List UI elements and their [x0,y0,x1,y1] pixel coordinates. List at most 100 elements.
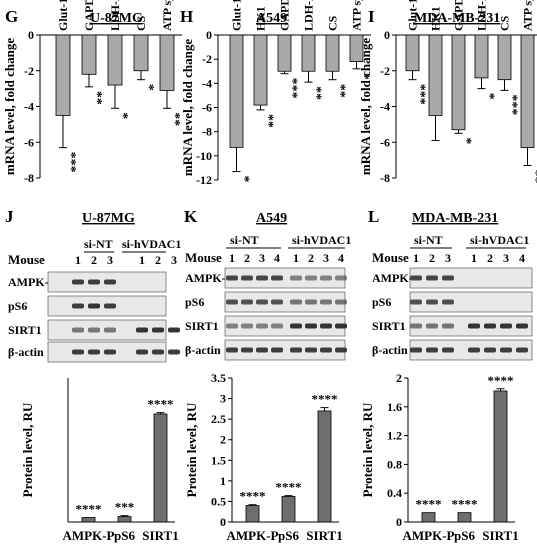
chart-G-y-tick-label: -2 [24,64,34,78]
chart-J-bar [117,516,132,523]
blot-J-lane-number: 1 [75,253,81,267]
chart-I-bar [474,34,489,79]
chart-H-category-label: GAPDH [278,0,292,31]
chart-K-y-tick-label: 0.5 [211,494,226,508]
blot-J-lane-number: 3 [171,253,177,267]
chart-I-significance: * [482,93,497,100]
chart-G-significance: * [141,84,156,91]
blot-L-band [484,347,496,353]
chart-I-y-tick-label: -2 [380,64,390,78]
chart-I-significance: *** [505,94,520,115]
blot-K-lane-number: 4 [274,251,280,265]
chart-I-category-label: HK1 [429,6,443,31]
chart-K-bar [281,496,296,523]
chart-G-category-label: ATP syn. 5a [160,0,174,31]
chart-H-category-label: LDH-A [302,0,316,31]
chart-H-bar [277,34,292,72]
chart-J-y-axis-label: Protein level, RU [20,402,35,497]
bar-chart-L: 0 0.4 0.8 1.2 1.6 2 Protein level, RU **** AMPK-… [360,371,519,543]
blot-K-band [241,275,253,281]
blot-K-band [226,275,238,281]
panel-K-header: K A549 [184,207,287,226]
blot-K-band [305,323,317,329]
blot-K-lane-number: 2 [244,251,250,265]
blot-J-band [104,279,116,285]
blot-K-row-label: β-actin [185,343,221,357]
chart-L-y-tick-label: 0.8 [387,457,402,471]
blot-J-band [72,349,84,355]
blot-K-band [256,347,268,353]
blot-J-row-label: SIRT1 [8,323,42,337]
chart-K-y-tick-label: 3 [220,392,226,406]
blot-K-lane-number: 3 [259,251,265,265]
panel-title-J: U-87MG [82,211,135,226]
blot-K-band [271,299,283,305]
blot-K-band [241,323,253,329]
chart-G-y-tick-label: 0 [28,28,34,42]
panel-letter-H: H [180,7,193,26]
blot-K-band [305,275,317,281]
chart-I-category-label: ATP syn. 5a [521,0,535,31]
chart-G-bar [81,34,97,75]
chart-L-category-label: pS6 [454,528,475,543]
chart-K-y-tick-label: 2.5 [211,412,226,426]
bar-chart-J: Protein level, RU **** AMPK-P*** pS6 **** SIR… [20,378,179,543]
chart-H-category-label: CS [326,15,340,31]
chart-K-y-axis-label: Protein level, RU [184,402,199,497]
chart-K-y-tick-label: 1.5 [211,453,226,467]
blot-J-group2-label: si-hVDAC1 [122,237,181,251]
blot-K-band [305,299,317,305]
blot-L-lane-number: 3 [445,251,451,265]
chart-J-significance: *** [115,500,135,515]
chart-I-significance: ** [528,169,537,183]
blot-J-band [88,349,100,355]
blot-K-lane-number: 4 [338,251,344,265]
chart-I-category-label: GAPDH [452,0,466,31]
blot-L-lane-number: 1 [471,251,477,265]
blot-L-row-label: SIRT1 [372,319,406,333]
chart-L-bar [457,512,472,523]
chart-I-bar [497,34,512,81]
blot-L-band [410,347,422,353]
chart-I-category-label: CS [498,15,512,31]
chart-K-significance: **** [276,480,302,495]
blot-L-band [500,323,512,329]
blot-J-band [72,303,84,309]
blot-K-band [256,299,268,305]
blot-K-band [290,323,302,329]
blot-K-band [226,299,238,305]
blot-J-row-label: pS6 [8,299,27,313]
chart-H-y-tick-label: -12 [196,173,212,187]
chart-G-category-label: CS [134,15,148,31]
chart-G-category-label: GAPDH [82,0,96,31]
chart-H-bar [229,34,244,148]
blot-L-band [442,275,454,281]
chart-I-category-label: Glut-1 [406,0,420,31]
blot-L-band [516,347,528,353]
chart-K-bar [317,410,332,523]
chart-I-y-tick-label: 0 [384,28,390,42]
panel-letter-J: J [5,207,14,226]
blot-J-lane-number: 2 [91,253,97,267]
panel-letter-L: L [368,207,379,226]
blot-J-band [104,349,116,355]
blot-K-lane-number: 1 [229,251,235,265]
blot-J-band [104,327,116,333]
blot-K-band [335,347,347,353]
chart-H-y-tick-label: -4 [202,76,212,90]
blot-J-band [104,303,116,309]
blot-L-group1-label: si-NT [414,233,443,247]
blot-K-band [320,347,332,353]
chart-K-y-tick-label: 0 [220,515,226,529]
panel-title-H: A549 [256,11,287,26]
chart-H-category-label: Glut-1 [230,0,244,31]
chart-L-bar [493,390,508,523]
panel-letter-G: G [5,7,18,26]
blot-K-band [290,299,302,305]
chart-J-bar [153,413,168,523]
blot-K-row-label: AMPK-P [185,271,233,285]
chart-H-significance: ** [309,86,324,100]
chart-G-bar [107,34,123,86]
chart-K-bar [245,505,260,523]
